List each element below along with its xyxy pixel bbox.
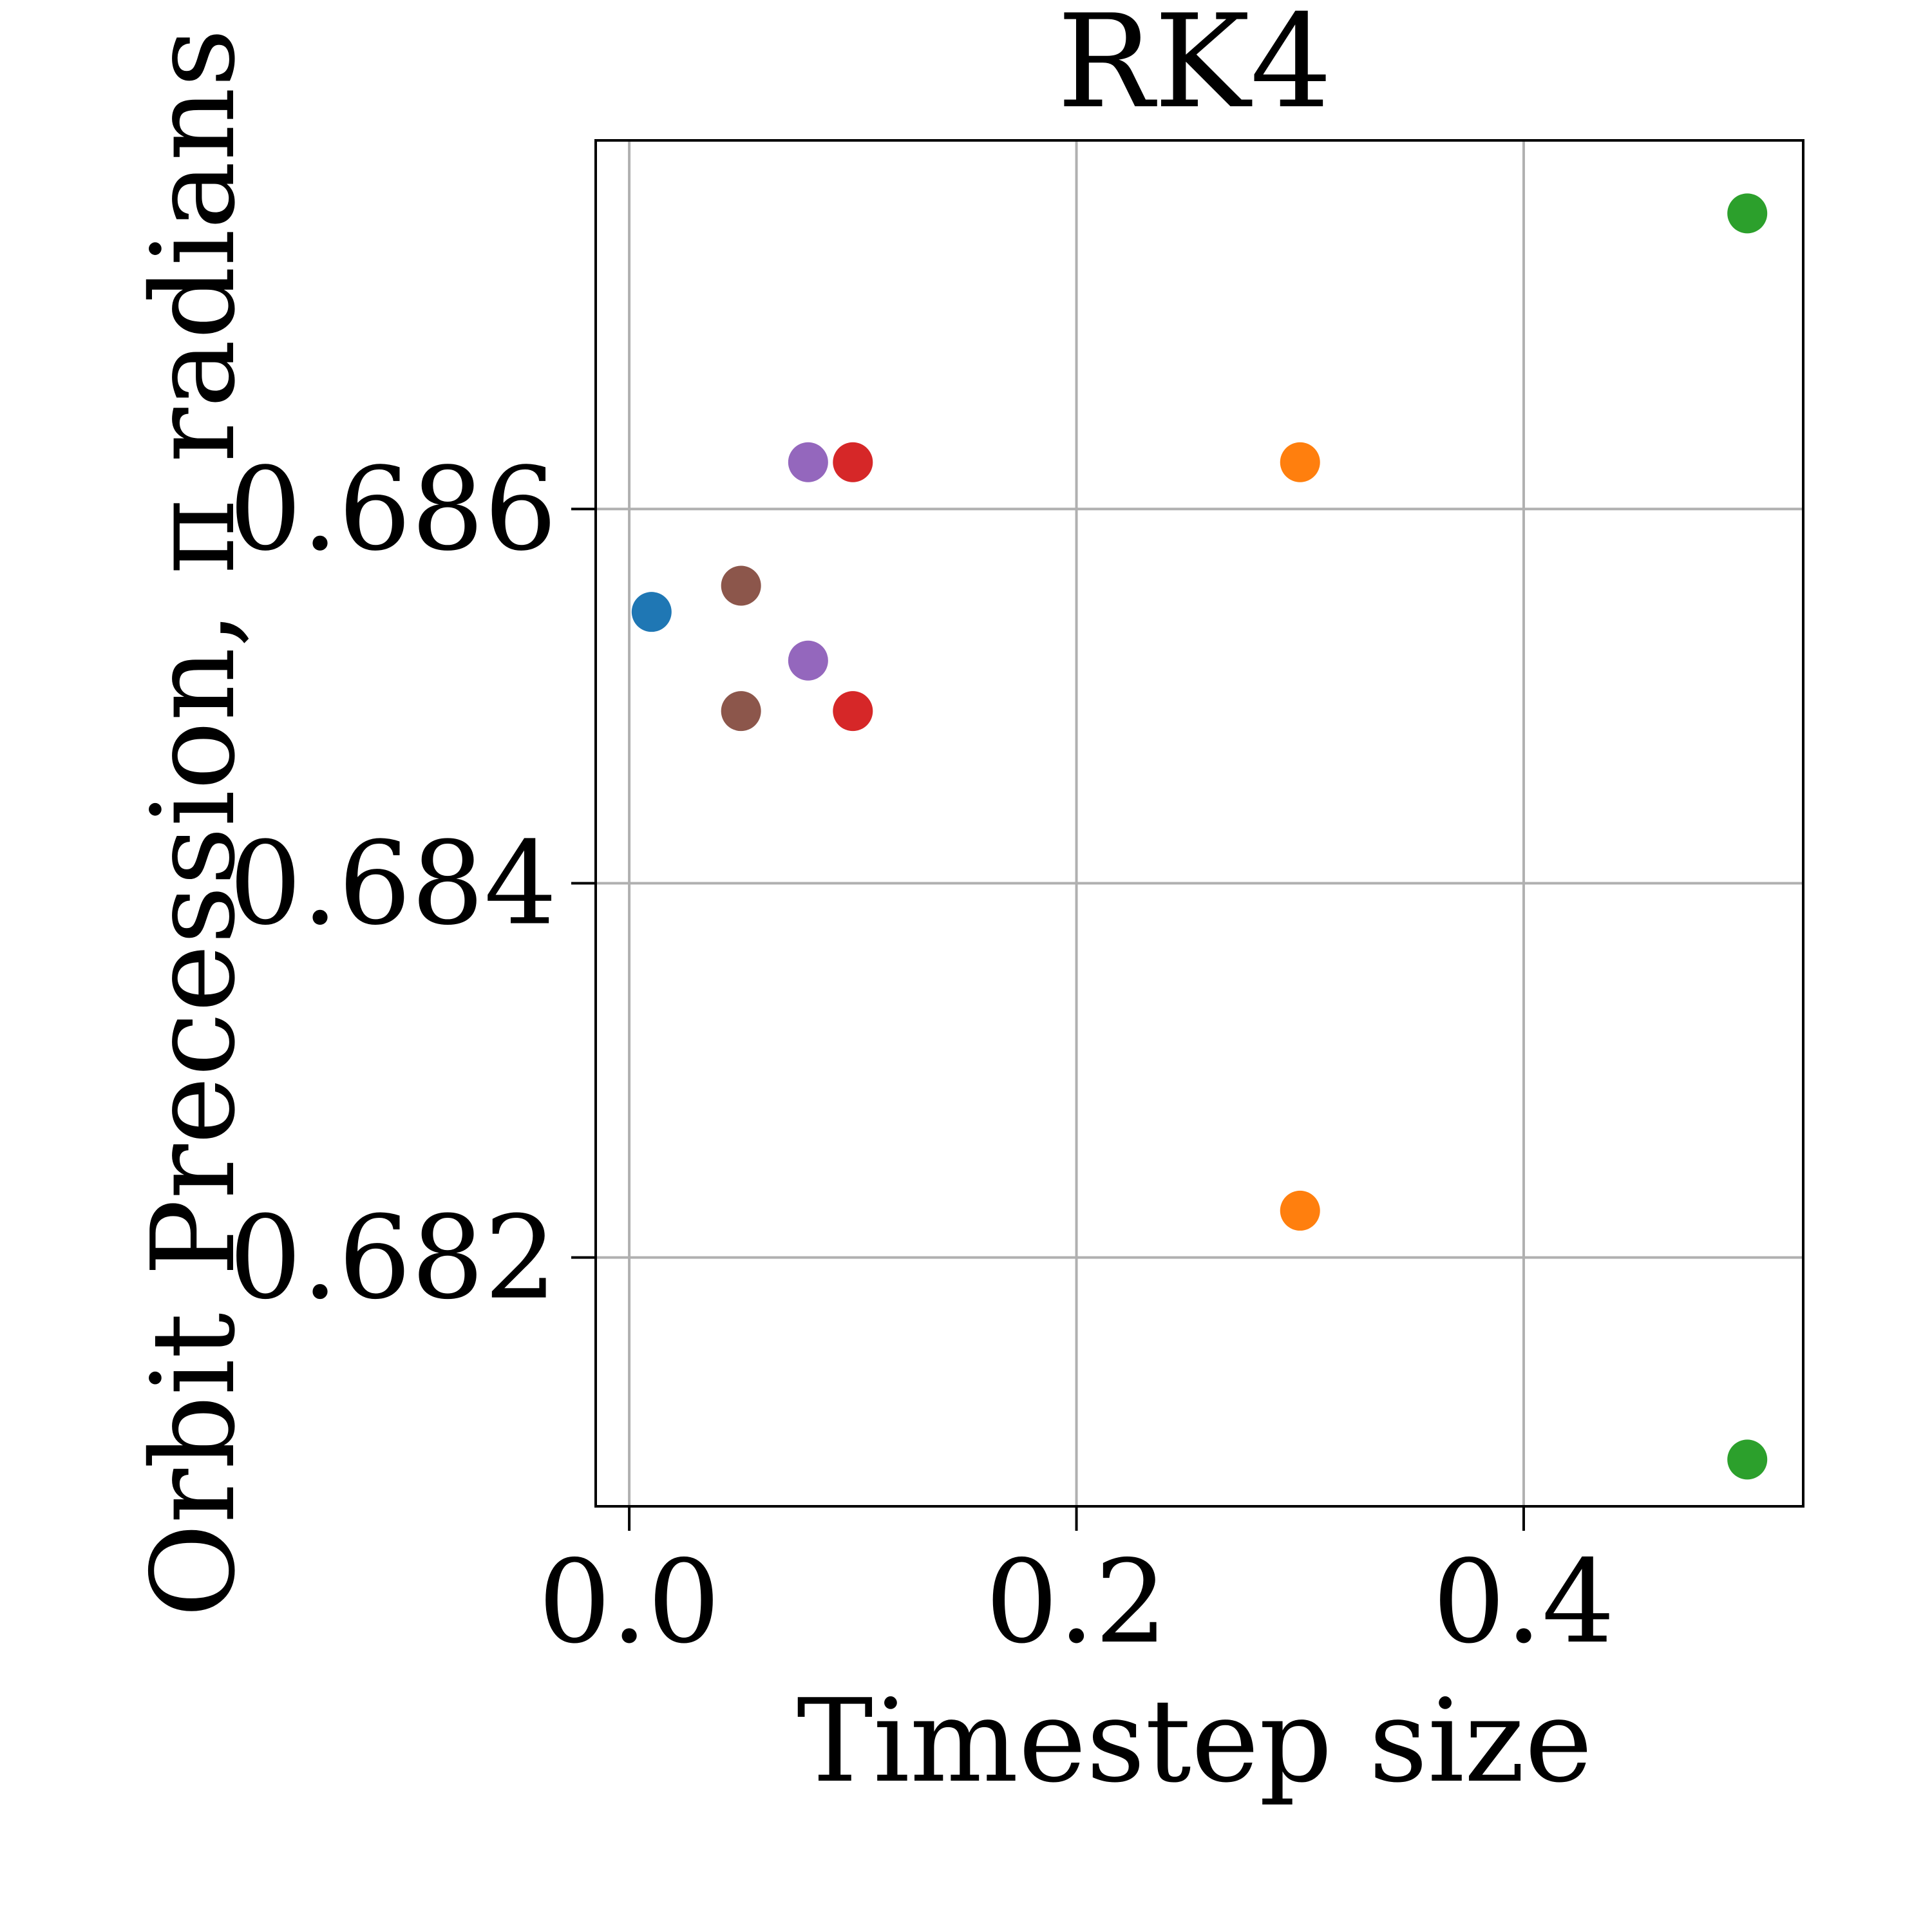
axis-ticks: 0.0 0.2 0.4 0.682 0.684 0.686 xyxy=(229,442,1615,1669)
y-tick-label: 0.686 xyxy=(229,442,557,576)
data-point xyxy=(1280,442,1320,482)
data-point xyxy=(631,592,672,632)
data-point xyxy=(1727,193,1768,234)
data-point xyxy=(788,640,828,681)
chart-title: RK4 xyxy=(1057,0,1332,137)
y-tick-label: 0.684 xyxy=(229,817,557,950)
plot-frame xyxy=(594,139,1804,1508)
x-tick-label: 0.2 xyxy=(985,1535,1168,1669)
data-point xyxy=(721,691,761,732)
x-tick-label: 0.4 xyxy=(1432,1535,1615,1669)
data-point xyxy=(721,565,761,606)
data-point xyxy=(1280,1190,1320,1231)
data-point xyxy=(833,691,873,732)
data-point xyxy=(833,442,873,482)
y-axis-label: Orbit Precession, π radians xyxy=(127,28,260,1618)
x-axis-label: Timestep size xyxy=(797,1674,1593,1808)
data-point xyxy=(788,442,828,482)
data-point xyxy=(1727,1439,1768,1480)
y-tick-label: 0.682 xyxy=(229,1191,557,1325)
grid-lines xyxy=(596,140,1803,1506)
data-points xyxy=(631,193,1768,1480)
x-tick-label: 0.0 xyxy=(538,1535,721,1669)
